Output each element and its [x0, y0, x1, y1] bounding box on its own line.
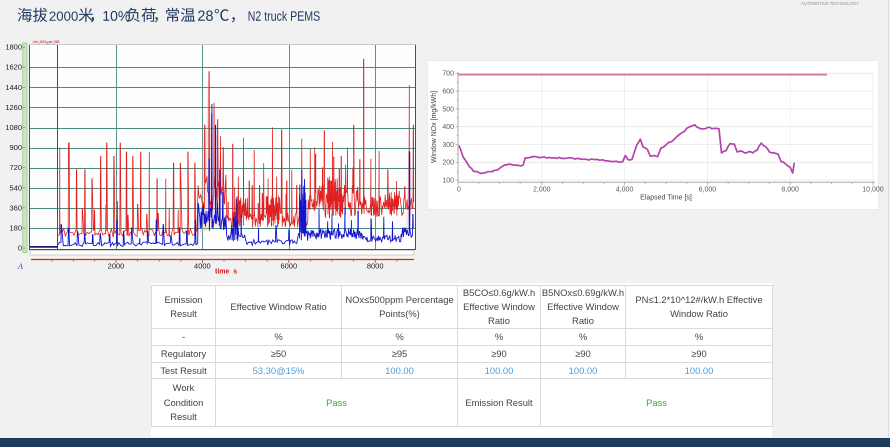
svg-text:time s: time s	[215, 269, 237, 276]
svg-text:1440: 1440	[5, 83, 22, 92]
svg-text:180: 180	[9, 224, 22, 233]
svg-text:2,000: 2,000	[533, 187, 551, 194]
svg-text:Elapsed Time [s]: Elapsed Time [s]	[640, 195, 692, 202]
svg-text:720: 720	[9, 163, 22, 172]
svg-text:600: 600	[442, 89, 454, 96]
svg-text:10,000: 10,000	[862, 187, 884, 194]
svg-text:6,000: 6,000	[699, 187, 717, 194]
svg-text:500: 500	[442, 106, 454, 113]
svg-text:540: 540	[9, 183, 22, 192]
svg-text:100: 100	[442, 178, 454, 185]
svg-text:Lmb_1 NOx_ppm_S1B: Lmb_1 NOx_ppm_S1B	[33, 40, 60, 44]
svg-text:300: 300	[442, 142, 454, 149]
svg-text:1080: 1080	[5, 123, 22, 132]
svg-text:2000: 2000	[108, 262, 125, 271]
svg-text:Window NOx [mg/kWh]: Window NOx [mg/kWh]	[431, 91, 438, 163]
svg-text:1620: 1620	[5, 63, 22, 72]
svg-text:1260: 1260	[5, 103, 22, 112]
svg-text:400: 400	[442, 124, 454, 131]
svg-text:0: 0	[18, 244, 22, 253]
svg-text:6000: 6000	[280, 262, 297, 271]
svg-text:A: A	[17, 262, 23, 271]
svg-text:8,000: 8,000	[781, 187, 799, 194]
svg-text:360: 360	[9, 203, 22, 212]
svg-text:700: 700	[442, 71, 454, 78]
svg-text:4,000: 4,000	[616, 187, 634, 194]
svg-text:200: 200	[442, 160, 454, 167]
svg-text:8000: 8000	[367, 262, 384, 271]
svg-text:0: 0	[457, 187, 461, 194]
svg-text:1800: 1800	[5, 43, 22, 52]
svg-text:4000: 4000	[194, 262, 211, 271]
svg-text:900: 900	[9, 143, 22, 152]
